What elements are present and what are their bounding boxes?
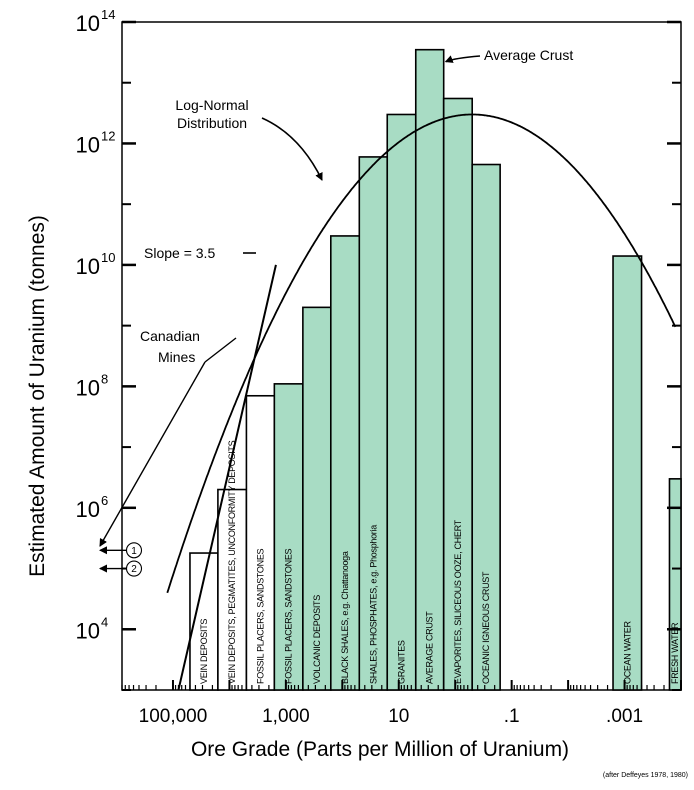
bars-group — [189, 48, 682, 691]
annotation-average-crust-arrow — [444, 55, 481, 63]
x-tick-label-3: 10 — [388, 706, 409, 727]
y-tick-label-1: 10 — [76, 618, 100, 643]
bar-label-12: OCEAN WATER — [622, 620, 632, 684]
y-tick-exp-3: 8 — [101, 371, 108, 386]
bar-label-10: EVAPORITES, SILICEOUS OOZE, CHERT — [453, 519, 463, 684]
mine-circle-2 — [125, 560, 143, 577]
x-tick-label-2: 1,000 — [262, 706, 310, 727]
y-tick-label-6: 10 — [76, 11, 100, 36]
y-tick-label-5: 10 — [76, 132, 100, 157]
annotation-log-normal-line1: Log-Normal — [175, 97, 248, 113]
x-tick-label-5: .001 — [606, 706, 643, 727]
bar-label-13: FRESH WATER — [670, 622, 680, 684]
x-tick-label-4: .1 — [504, 706, 520, 727]
y-tick-exp-4: 10 — [101, 250, 115, 265]
y-tick-label-4: 10 — [76, 254, 100, 279]
bar-label-11: OCEANIC IGNEOUS CRUST — [481, 571, 491, 684]
bar-label-8: GRANITES — [397, 640, 407, 684]
bar-label-7: SHALES, PHOSPHATES, e.g. Phosphoria — [368, 525, 378, 684]
bar-5 — [302, 306, 332, 691]
bar-8 — [386, 113, 417, 691]
log-normal-curve — [166, 113, 677, 594]
annotation-log-normal-line2: Distribution — [177, 115, 247, 131]
bar-label-6: BLACK SHALES, e.g. Chattanooga — [340, 551, 350, 684]
bar-label-2: VEIN DEPOSITS, PEGMATITES, UNCONFORMITY … — [227, 440, 237, 684]
bar-label-9: AVERAGE CRUST — [425, 611, 435, 684]
canadian-mines-markers: 12 — [99, 542, 143, 577]
annotation-canadian-line2: Mines — [158, 349, 195, 365]
bar-label-3: FOSSIL PLACERS, SANDSTONES — [255, 548, 265, 684]
annotation-slope: Slope = 3.5 — [144, 245, 215, 261]
y-tick-exp-5: 12 — [101, 128, 115, 143]
annotation-canadian-arrow — [99, 361, 206, 547]
log-normal-curve-group — [166, 113, 677, 594]
bar-9 — [414, 48, 445, 691]
bar-7 — [358, 156, 389, 691]
x-tick-label-1: 100,000 — [139, 706, 208, 727]
y-tick-label-3: 10 — [76, 375, 100, 400]
y-tick-exp-2: 6 — [101, 493, 108, 508]
source-credit: (after Deffeyes 1978, 1980) — [603, 772, 688, 779]
bar-11 — [471, 163, 501, 691]
annotation-canadian-connector — [204, 337, 237, 363]
x-axis-ticks: 100,000 1,000 10 .1 .001 — [121, 680, 682, 727]
y-tick-exp-1: 4 — [101, 614, 108, 629]
annotations-group: Average Crust Log-Normal Distribution Slope… — [99, 47, 573, 547]
bar-label-5: VOLCANIC DEPOSITS — [312, 595, 322, 684]
mine-label-2: 2 — [131, 564, 137, 575]
annotation-log-normal-arrow — [261, 117, 323, 181]
slope-line — [177, 264, 277, 691]
bar-labels-group: VEIN DEPOSITS VEIN DEPOSITS, PEGMATITES, … — [199, 440, 680, 684]
y-tick-exp-6: 14 — [101, 7, 115, 22]
slope-line-group — [177, 264, 277, 691]
bar-label-4: FOSSIL PLACERS, SANDSTONES — [284, 548, 294, 684]
annotation-canadian-line1: Canadian — [140, 328, 200, 344]
bar-label-1: VEIN DEPOSITS — [199, 619, 209, 684]
mine-label-1: 1 — [131, 546, 137, 557]
x-axis-title: Ore Grade (Parts per Million of Uranium) — [191, 738, 569, 761]
mine-circle-1 — [125, 542, 143, 559]
annotation-average-crust: Average Crust — [484, 47, 573, 63]
y-tick-label-2: 10 — [76, 497, 100, 522]
y-axis-title: Estimated Amount of Uranium (tonnes) — [26, 215, 49, 577]
